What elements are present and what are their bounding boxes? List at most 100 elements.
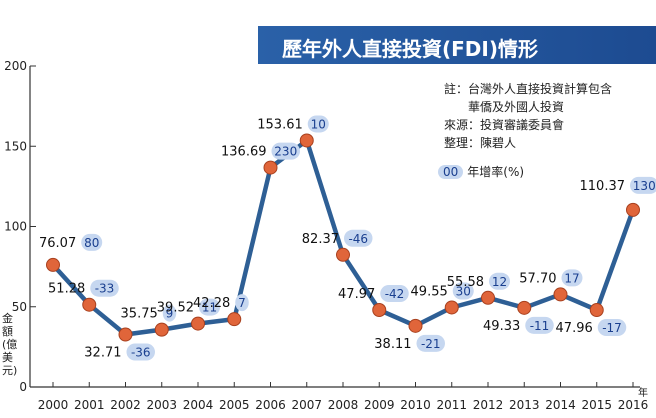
value-label: 42.28 — [193, 296, 230, 311]
growth-rate-pill — [126, 343, 155, 361]
x-tick-label: 2009 — [364, 398, 395, 412]
data-point — [263, 160, 278, 175]
x-tick-label: 2007 — [291, 398, 322, 412]
growth-rate-pill — [452, 282, 474, 300]
growth-rate-pill — [81, 233, 103, 251]
x-tick-label: 2003 — [146, 398, 177, 412]
growth-rate-label: 11 — [202, 301, 217, 315]
growth-rate-pill — [416, 334, 445, 352]
growth-rate-pill — [199, 298, 220, 316]
growth-rate-label: -21 — [421, 337, 441, 351]
value-label: 47.97 — [338, 287, 375, 302]
growth-rate-pill — [344, 229, 373, 247]
note-line-1: 註：台灣外人直接投資計算包含 — [444, 82, 613, 96]
growth-rate-pill — [525, 316, 554, 334]
data-point — [227, 312, 242, 327]
y-tick-label: 150 — [4, 139, 27, 153]
y-tick-label: 0 — [19, 380, 27, 394]
value-label: 136.69 — [221, 145, 267, 160]
data-point — [553, 287, 568, 302]
growth-rate-pill — [271, 142, 300, 160]
note-line-4: 整理：陳碧人 — [444, 136, 517, 150]
growth-rate-label: -42 — [385, 287, 405, 301]
y-tick-label: 50 — [12, 300, 27, 314]
growth-rate-label: 130 — [633, 179, 656, 193]
growth-rate-label: -36 — [131, 346, 151, 360]
y-tick-label: 200 — [4, 59, 27, 73]
growth-rate-label: -46 — [348, 232, 368, 246]
value-label: 35.75 — [121, 307, 158, 322]
value-label: 57.70 — [519, 271, 556, 286]
growth-rate-label: -33 — [95, 282, 115, 296]
growth-rate-label: 30 — [456, 284, 471, 298]
y-axis-label: 金額(億美元) — [2, 312, 18, 377]
value-label: 49.33 — [483, 319, 520, 334]
x-tick-label: 2008 — [328, 398, 359, 412]
value-label: 47.96 — [556, 321, 593, 336]
x-tick-label: 2006 — [255, 398, 286, 412]
x-tick-label: 2005 — [219, 398, 250, 412]
value-label: 38.11 — [374, 337, 411, 352]
data-point — [372, 303, 387, 318]
x-tick-label: 2016 — [618, 398, 649, 412]
value-label: 32.71 — [84, 346, 121, 361]
value-label: 39.52 — [157, 301, 194, 316]
x-tick-label: 2002 — [110, 398, 141, 412]
x-tick-label: 2001 — [74, 398, 105, 412]
growth-rate-pill — [597, 319, 627, 337]
x-tick-label: 2010 — [400, 398, 431, 412]
growth-rate-label: 10 — [311, 117, 326, 131]
growth-rate-pill — [630, 176, 656, 194]
x-tick-label: 2014 — [545, 398, 576, 412]
data-point — [481, 290, 495, 305]
growth-rate-label: -17 — [602, 321, 622, 335]
x-tick-label: 2004 — [183, 398, 214, 412]
growth-legend: 00 年增率(%) — [438, 163, 524, 180]
growth-rate-label: 230 — [274, 145, 297, 159]
growth-rate-pill — [561, 269, 583, 287]
growth-rate-pill — [162, 304, 177, 322]
growth-rate-label: 80 — [84, 236, 99, 250]
growth-rate-pill — [235, 294, 249, 312]
data-point — [408, 318, 423, 333]
data-point — [191, 316, 205, 331]
legend-marker: 00 — [438, 165, 464, 179]
value-label: 110.37 — [580, 179, 626, 194]
value-label: 51.28 — [48, 282, 85, 297]
x-axis-unit: 年 — [638, 388, 648, 399]
data-point — [626, 202, 640, 217]
growth-rate-pill — [307, 115, 329, 133]
growth-rate-label: 7 — [238, 296, 246, 310]
growth-rate-label: 9 — [166, 307, 174, 321]
y-tick-label: 100 — [4, 220, 27, 234]
x-tick-label: 2000 — [38, 398, 69, 412]
x-tick-label: 2012 — [473, 398, 504, 412]
data-point — [154, 322, 169, 337]
legend-label: 年增率(%) — [467, 165, 525, 179]
growth-rate-label: -11 — [530, 319, 550, 333]
fdi-series-line — [51, 138, 636, 337]
data-point — [82, 297, 97, 312]
title-banner — [258, 26, 656, 64]
value-label: 153.61 — [257, 117, 303, 132]
x-tick-label: 2011 — [436, 398, 467, 412]
growth-rate-pill — [489, 272, 510, 290]
data-point — [589, 303, 604, 318]
value-label: 82.37 — [302, 232, 339, 247]
data-point — [336, 247, 350, 262]
data-point — [517, 300, 532, 315]
value-label: 55.58 — [447, 275, 484, 290]
data-point — [46, 257, 60, 272]
data-point — [299, 133, 314, 148]
data-point — [444, 300, 459, 315]
value-label: 49.55 — [411, 284, 448, 299]
chart-title: 歷年外人直接投資(FDI)情形 — [282, 37, 538, 61]
data-point — [118, 327, 133, 342]
x-tick-label: 2015 — [581, 398, 612, 412]
growth-rate-label: 12 — [492, 275, 507, 289]
value-label: 76.07 — [39, 236, 76, 251]
growth-rate-label: 17 — [564, 271, 579, 285]
note-line-2: 華僑及外國人投資 — [468, 100, 565, 114]
growth-rate-pill — [90, 279, 119, 297]
